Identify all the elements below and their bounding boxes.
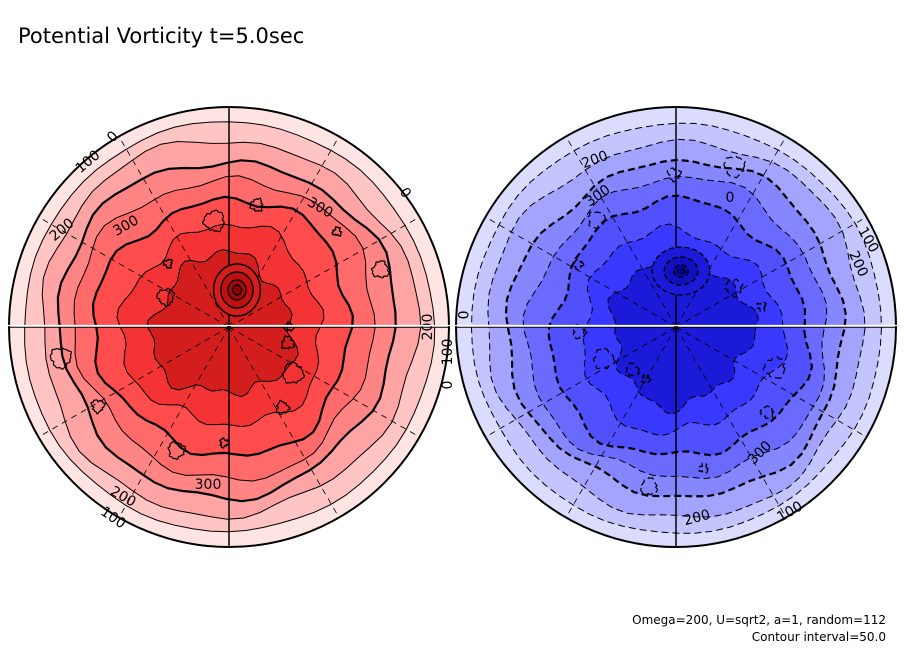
south-contour-fragment (639, 477, 659, 496)
south-dashed-meridians (476, 127, 876, 527)
south-contour-label: 0 (726, 190, 735, 206)
north-contour-label: 100 (440, 339, 456, 366)
south-contour-fragment (572, 323, 588, 340)
north-contour-fragment (281, 335, 296, 350)
south-contour-fragment (573, 258, 585, 271)
figure-title: Potential Vorticity t=5.0sec (18, 24, 305, 48)
south-contour-fragment (666, 167, 683, 183)
south-contour-line-level-7 (607, 259, 759, 415)
north-contour-fragment (275, 399, 291, 416)
north-meridian-dashed (228, 326, 429, 443)
north-boundary-circle (8, 106, 450, 548)
south-meridian-dashed (675, 326, 876, 443)
north-contour-fragment (370, 260, 390, 279)
south-contour-lines (470, 122, 883, 534)
south-meridian-dashed (675, 326, 792, 527)
north-contour-fragment (167, 440, 187, 460)
north-contour-label: 0 (440, 381, 456, 390)
north-contour-label: 300 (195, 477, 222, 493)
north-contour-fragment (248, 197, 264, 212)
south-meridian-dashed (675, 127, 792, 328)
north-contour-fragment (219, 436, 231, 449)
north-meridian-dashed (29, 326, 230, 443)
north-contour-label: 200 (420, 314, 436, 341)
south-contour-fragment (759, 404, 775, 420)
south-contour-fragment (755, 301, 767, 312)
north-meridian-dashed (29, 211, 230, 328)
south-meridian-dashed (476, 211, 677, 328)
north-contour-fragment (331, 226, 343, 238)
south-contour-fragment (587, 209, 606, 230)
north-meridian-dashed (113, 127, 230, 328)
south-pole-vortex (651, 246, 711, 296)
north-contour-fragment (155, 287, 176, 307)
north-filled-contours (9, 107, 449, 547)
south-contour-fragment (723, 155, 746, 179)
south-contour-fill-level-7 (607, 259, 759, 415)
north-meridian-dashed (228, 211, 429, 328)
north-contour-fragment (202, 209, 225, 233)
north-pole-vortex (212, 263, 262, 317)
south-meridian-dashed (675, 211, 876, 328)
south-contour-fragment (625, 361, 640, 377)
north-contour-fragment (162, 258, 174, 269)
south-contour-fragment (724, 278, 744, 298)
south-vortex-ring (676, 267, 686, 275)
south-boundary-circle (455, 106, 897, 548)
south-contour-label: 200 (682, 507, 712, 529)
south-contour-label: 0 (454, 311, 470, 320)
south-meridian-dashed (560, 326, 677, 527)
north-contour-fragment (282, 361, 306, 384)
north-meridian-dashed (228, 326, 345, 527)
south-contour-fragment (592, 346, 616, 370)
south-meridian-dashed (560, 127, 677, 328)
footer-contour-interval: Contour interval=50.0 (751, 630, 886, 644)
south-meridian-dashed (476, 326, 677, 443)
south-contour-line-level-3 (504, 158, 848, 498)
south-contour-fragment (697, 462, 709, 474)
north-meridian-dashed (113, 326, 230, 527)
footer-parameters: Omega=200, U=sqrt2, a=1, random=112 (632, 613, 886, 627)
north-contour-fragment (49, 347, 73, 370)
figure-footer: Omega=200, U=sqrt2, a=1, random=112 Cont… (632, 612, 886, 646)
south-contour-line-level-1 (470, 122, 883, 534)
south-contour-fragment (762, 356, 786, 380)
south-contour-line-level-6 (582, 223, 789, 437)
north-vortex-ring (231, 284, 243, 296)
